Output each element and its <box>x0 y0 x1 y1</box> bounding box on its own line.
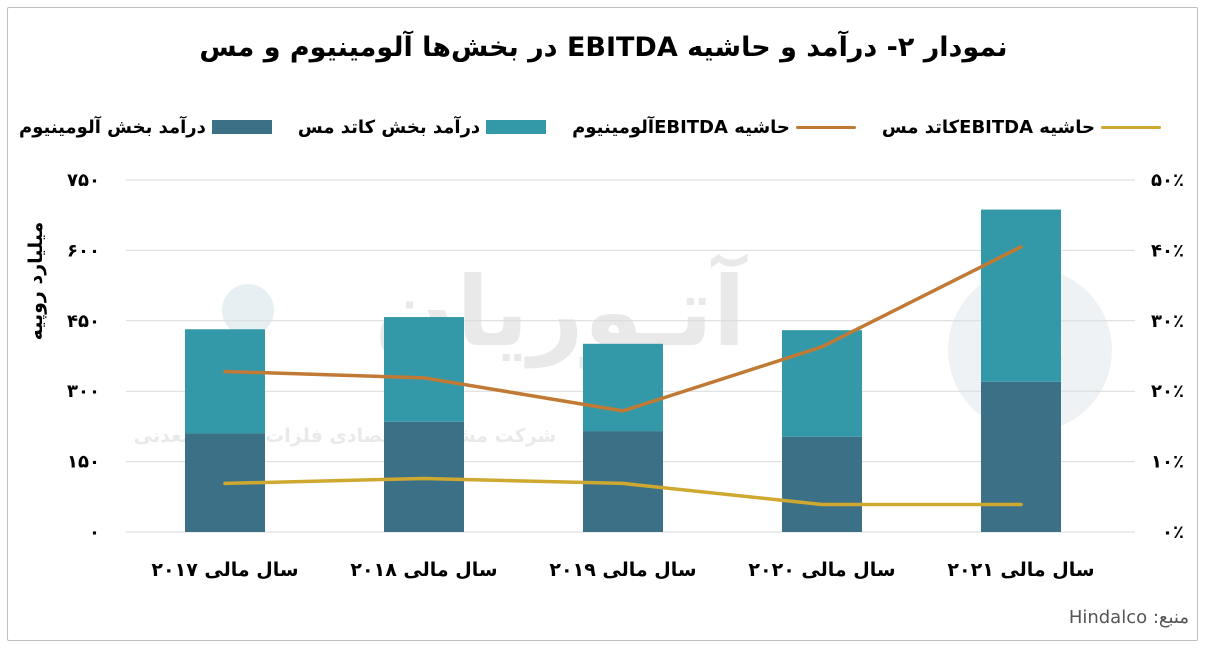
y2-tick-label: ۰٪ <box>1162 522 1184 543</box>
chart-frame <box>7 7 1198 641</box>
line-aluminium-ebitda-point <box>1019 245 1023 249</box>
y2-tick-label: ۳۰٪ <box>1151 311 1184 332</box>
lines <box>223 245 1023 507</box>
legend-label: درآمد بخش آلومینیوم <box>19 116 206 138</box>
legend-label: حاشیه EBITDAکاتد مس <box>881 116 1095 138</box>
legend-swatch <box>486 120 547 134</box>
line-aluminium-ebitda-point <box>422 376 426 380</box>
legend-swatch <box>211 120 272 134</box>
y2-tick-label: ۵۰٪ <box>1151 170 1184 191</box>
source-note: منبع: Hindalco <box>1068 607 1189 628</box>
bar-copper-revenue <box>185 329 265 434</box>
legend-swatch <box>795 125 856 129</box>
line-aluminium-ebitda-point <box>820 345 824 349</box>
x-axis-categories: سال مالی ۲۰۱۷ سال مالی ۲۰۱۸ سال مالی ۲۰۱۹ س… <box>151 559 1094 581</box>
legend-item-copper-ebitda: حاشیه EBITDAکاتد مس <box>882 117 1161 138</box>
bar-aluminium-revenue <box>981 381 1061 532</box>
line-copper-ebitda-point <box>422 476 426 481</box>
legend-label: درآمد بخش کاتد مس <box>297 116 481 138</box>
legend-swatch <box>1101 125 1161 129</box>
y2-tick-label: ۱۰٪ <box>1151 452 1184 473</box>
x-category-label: سال مالی ۲۰۱۷ <box>151 559 298 581</box>
legend-item-copper-revenue: درآمد بخش کاتد مس <box>297 116 547 138</box>
y-tick-label: ۴۵۰ <box>67 311 100 332</box>
bar-aluminium-revenue <box>782 436 862 532</box>
y-tick-label: ۳۰۰ <box>67 381 100 402</box>
line-aluminium-ebitda-point <box>621 409 625 413</box>
x-category-label: سال مالی ۲۰۲۰ <box>748 559 895 581</box>
x-category-label: سال مالی ۲۰۱۹ <box>549 559 696 581</box>
line-copper-ebitda-point <box>223 481 227 486</box>
bar-copper-revenue <box>583 343 663 432</box>
y-tick-label: ۰ <box>89 522 100 543</box>
y-tick-label: ۶۰۰ <box>67 240 100 261</box>
bar-copper-revenue <box>384 317 464 422</box>
line-copper-ebitda-point <box>820 502 824 507</box>
legend: درآمد بخش آلومینیوم درآمد بخش کاتد مس حا… <box>19 114 1161 140</box>
watermark-dot <box>222 284 274 336</box>
y-tick-label: ۱۵۰ <box>67 452 100 473</box>
bar-copper-revenue <box>981 209 1061 382</box>
x-category-label: سال مالی ۲۰۱۸ <box>350 559 497 581</box>
x-category-label: سال مالی ۲۰۲۱ <box>947 559 1094 581</box>
legend-item-aluminium-ebitda: حاشیه EBITDAآلومینیوم <box>572 117 856 138</box>
legend-item-aluminium-revenue: درآمد بخش آلومینیوم <box>19 117 272 138</box>
y-axis-right-ticks: ۰٪ ۱۰٪ ۲۰٪ ۳۰٪ ۴۰٪ ۵۰٪ <box>1151 170 1184 543</box>
line-copper-ebitda-point <box>621 481 625 486</box>
y-tick-label: ۷۵۰ <box>67 170 100 191</box>
y2-tick-label: ۴۰٪ <box>1151 240 1184 261</box>
chart-title: نمودار ۲- درآمد و حاشیه EBITDA در بخش‌ها… <box>199 32 1008 63</box>
y-axis-left-ticks: ۰ ۱۵۰ ۳۰۰ ۴۵۰ ۶۰۰ ۷۵۰ <box>67 170 100 543</box>
legend-label: حاشیه EBITDAآلومینیوم <box>572 116 790 138</box>
line-aluminium-ebitda-point <box>223 369 227 374</box>
y2-tick-label: ۲۰٪ <box>1151 381 1184 402</box>
y-axis-label: میلیارد روپیه <box>25 221 47 341</box>
line-copper-ebitda-point <box>1019 502 1023 507</box>
